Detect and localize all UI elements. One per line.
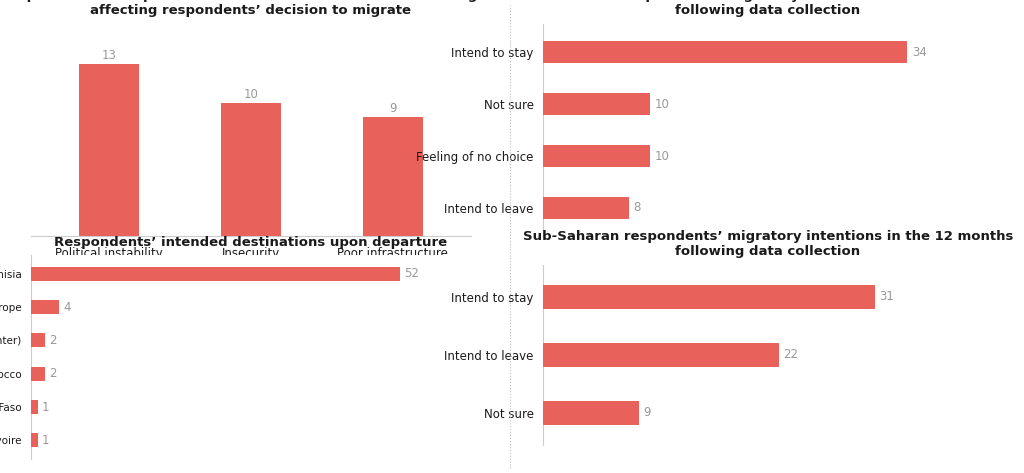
Text: 13: 13 — [101, 49, 117, 61]
Text: 1: 1 — [42, 434, 49, 447]
Text: 8: 8 — [633, 201, 640, 214]
Bar — [31, 367, 45, 381]
Bar — [543, 342, 778, 367]
Bar — [221, 104, 281, 236]
Text: 10: 10 — [654, 149, 669, 163]
Bar — [79, 63, 138, 236]
Text: 1: 1 — [42, 401, 49, 413]
Text: 9: 9 — [389, 102, 396, 115]
Bar — [31, 267, 400, 281]
Title: Sub-Saharan respondents’ migratory intentions in the 12 months
following data co: Sub-Saharan respondents’ migratory inten… — [523, 230, 1013, 258]
Bar — [31, 333, 45, 348]
Title: Top three most reported structural drivers in countries of origin
affecting resp: Top three most reported structural drive… — [10, 0, 492, 17]
Bar — [543, 145, 650, 167]
Bar — [543, 401, 639, 425]
Text: 10: 10 — [654, 97, 669, 111]
Text: 2: 2 — [49, 368, 56, 380]
Title: Respondents’ intended destinations upon departure: Respondents’ intended destinations upon … — [54, 236, 447, 249]
Bar — [543, 93, 650, 115]
Title: Sub-Saharan respondents’ migratory intentions in the six months
following data c: Sub-Saharan respondents’ migratory inten… — [521, 0, 1015, 17]
Bar — [364, 117, 423, 236]
Bar — [543, 41, 907, 63]
Bar — [543, 197, 629, 219]
Text: 9: 9 — [643, 406, 651, 419]
Text: 10: 10 — [244, 88, 258, 102]
Text: 31: 31 — [880, 290, 894, 303]
Bar — [31, 300, 59, 314]
Text: 22: 22 — [783, 348, 798, 361]
Bar — [31, 433, 38, 447]
Bar — [31, 400, 38, 414]
Text: 34: 34 — [911, 46, 927, 59]
Text: 4: 4 — [63, 301, 71, 314]
Text: 52: 52 — [404, 267, 419, 280]
Text: 2: 2 — [49, 334, 56, 347]
Bar — [543, 285, 876, 309]
